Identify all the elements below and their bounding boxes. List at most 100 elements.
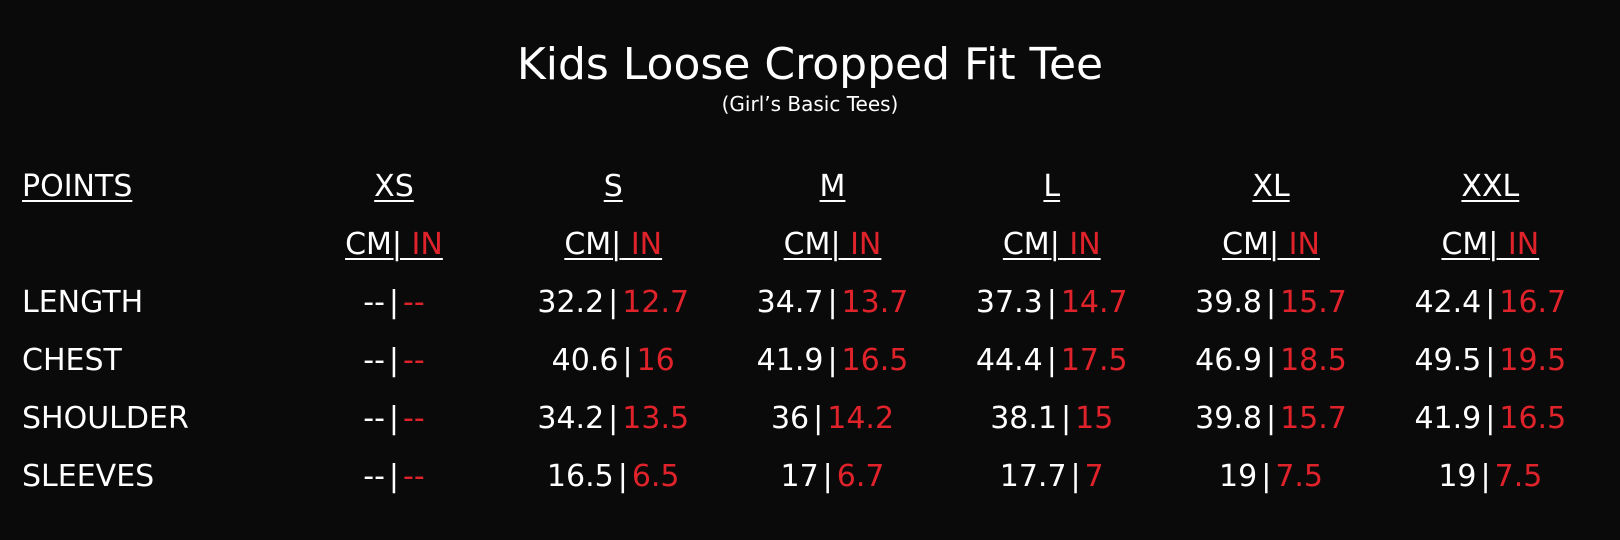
measurement-cell-m: 41.9 | 16.5 bbox=[723, 331, 942, 389]
measurement-cell-xs: -- | -- bbox=[284, 331, 503, 389]
unit-header: CM| IN bbox=[345, 226, 443, 262]
unit-separator: | bbox=[1485, 284, 1496, 320]
cm-value: 39.8 bbox=[1195, 284, 1262, 320]
unit-separator: | bbox=[1265, 342, 1277, 378]
measurement-cell-xl: 19 | 7.5 bbox=[1161, 447, 1380, 505]
cm-value: 34.7 bbox=[756, 284, 824, 320]
in-value: 15 bbox=[1075, 400, 1114, 436]
in-value: -- bbox=[403, 284, 425, 320]
size-header-row: POINTS XS S M L XL XXL bbox=[22, 157, 1600, 215]
in-value: 13.5 bbox=[622, 400, 690, 436]
unit-separator: | bbox=[1046, 342, 1057, 378]
in-value: 16.5 bbox=[841, 342, 909, 378]
cm-value: 38.1 bbox=[990, 400, 1057, 436]
measurement-cell-xxl: 49.5 | 19.5 bbox=[1381, 331, 1600, 389]
measurement-row-chest: CHEST -- | -- 40.6 | 16 41.9 | 16.5 44.4 | 17.5 46.9 |… bbox=[22, 331, 1600, 389]
measurement-cell-l: 37.3 | 14.7 bbox=[942, 273, 1161, 331]
measurement-cell-xl: 39.8 | 15.7 bbox=[1161, 273, 1380, 331]
cm-value: 44.4 bbox=[975, 342, 1043, 378]
measurement-cell-xl: 39.8 | 15.7 bbox=[1161, 389, 1380, 447]
unit-separator: | bbox=[608, 284, 619, 320]
cm-value: 46.9 bbox=[1195, 342, 1262, 378]
in-value: 16 bbox=[636, 342, 675, 378]
measurement-cell-s: 32.2 | 12.7 bbox=[504, 273, 723, 331]
cm-value: 19 bbox=[1438, 458, 1477, 494]
unit-separator: | bbox=[1061, 400, 1072, 436]
measurement-cell-l: 38.1 | 15 bbox=[942, 389, 1161, 447]
unit-separator: | bbox=[1046, 284, 1057, 320]
size-header-l: L bbox=[1043, 168, 1061, 204]
in-value: 14.2 bbox=[827, 400, 895, 436]
unit-separator: | bbox=[822, 458, 833, 494]
cm-value: 17.7 bbox=[999, 458, 1067, 494]
unit-separator: | bbox=[1261, 458, 1272, 494]
in-value: 14.7 bbox=[1060, 284, 1128, 320]
cm-value: -- bbox=[363, 458, 385, 494]
size-header-s: S bbox=[603, 168, 623, 204]
unit-header: CM| IN bbox=[1002, 226, 1101, 262]
measurement-cell-xs: -- | -- bbox=[284, 447, 503, 505]
in-value: 7 bbox=[1084, 458, 1104, 494]
in-value: 16.7 bbox=[1499, 284, 1567, 320]
cm-value: 41.9 bbox=[1414, 400, 1482, 436]
point-label: LENGTH bbox=[22, 284, 144, 320]
in-value: 6.5 bbox=[631, 458, 680, 494]
point-label: SHOULDER bbox=[22, 400, 189, 436]
points-header: POINTS bbox=[22, 168, 133, 204]
in-value: -- bbox=[403, 458, 425, 494]
cm-value: 17 bbox=[780, 458, 819, 494]
measurement-cell-xs: -- | -- bbox=[284, 273, 503, 331]
cm-value: 34.2 bbox=[537, 400, 605, 436]
chart-subtitle: (Girl’s Basic Tees) bbox=[721, 92, 899, 116]
unit-header: CM| IN bbox=[564, 226, 663, 262]
in-value: 15.7 bbox=[1280, 284, 1347, 320]
measurement-row-sleeves: SLEEVES -- | -- 16.5 | 6.5 17 | 6.7 17.7 | 7 19 | 7.5 19… bbox=[22, 447, 1600, 505]
unit-separator: | bbox=[1265, 284, 1277, 320]
measurement-cell-m: 17 | 6.7 bbox=[723, 447, 942, 505]
unit-header: CM| IN bbox=[783, 226, 882, 262]
measurement-cell-s: 40.6 | 16 bbox=[504, 331, 723, 389]
in-value: -- bbox=[403, 400, 425, 436]
unit-header-row: CM| IN CM| IN CM| IN CM| IN CM| IN CM| I… bbox=[22, 215, 1600, 273]
in-value: 7.5 bbox=[1275, 458, 1324, 494]
measurement-cell-m: 34.7 | 13.7 bbox=[723, 273, 942, 331]
size-header-xl: XL bbox=[1252, 168, 1290, 204]
size-header-xs: XS bbox=[374, 168, 414, 204]
in-value: 7.5 bbox=[1494, 458, 1543, 494]
cm-value: 37.3 bbox=[975, 284, 1043, 320]
in-value: 16.5 bbox=[1499, 400, 1567, 436]
cm-value: 42.4 bbox=[1414, 284, 1482, 320]
in-value: 6.7 bbox=[836, 458, 885, 494]
size-header-xxl: XXL bbox=[1461, 168, 1520, 204]
unit-separator: | bbox=[1485, 400, 1496, 436]
unit-header-spacer bbox=[22, 215, 284, 273]
unit-header: CM| IN bbox=[1441, 226, 1540, 262]
unit-separator: | bbox=[622, 342, 633, 378]
unit-separator: | bbox=[827, 284, 838, 320]
unit-header: CM| IN bbox=[1222, 226, 1320, 262]
measurement-cell-s: 34.2 | 13.5 bbox=[504, 389, 723, 447]
unit-separator: | bbox=[608, 400, 619, 436]
measurement-cell-l: 44.4 | 17.5 bbox=[942, 331, 1161, 389]
cm-value: -- bbox=[363, 342, 385, 378]
cm-value: 41.9 bbox=[756, 342, 824, 378]
unit-separator: | bbox=[388, 342, 400, 378]
point-label: CHEST bbox=[22, 342, 122, 378]
cm-value: 36 bbox=[770, 400, 810, 436]
unit-separator: | bbox=[1485, 342, 1496, 378]
measurement-cell-s: 16.5 | 6.5 bbox=[504, 447, 723, 505]
cm-value: -- bbox=[363, 400, 385, 436]
unit-separator: | bbox=[388, 284, 400, 320]
point-label: SLEEVES bbox=[22, 458, 155, 494]
measurement-row-shoulder: SHOULDER -- | -- 34.2 | 13.5 36 | 14.2 38.1 | 15 39.8… bbox=[22, 389, 1600, 447]
unit-separator: | bbox=[1070, 458, 1081, 494]
size-header-m: M bbox=[819, 168, 846, 204]
cm-value: 19 bbox=[1219, 458, 1258, 494]
in-value: 15.7 bbox=[1280, 400, 1347, 436]
unit-separator: | bbox=[1265, 400, 1277, 436]
in-value: -- bbox=[403, 342, 425, 378]
cm-value: 16.5 bbox=[546, 458, 614, 494]
unit-separator: | bbox=[1480, 458, 1491, 494]
unit-separator: | bbox=[617, 458, 628, 494]
measurement-cell-xxl: 42.4 | 16.7 bbox=[1381, 273, 1600, 331]
